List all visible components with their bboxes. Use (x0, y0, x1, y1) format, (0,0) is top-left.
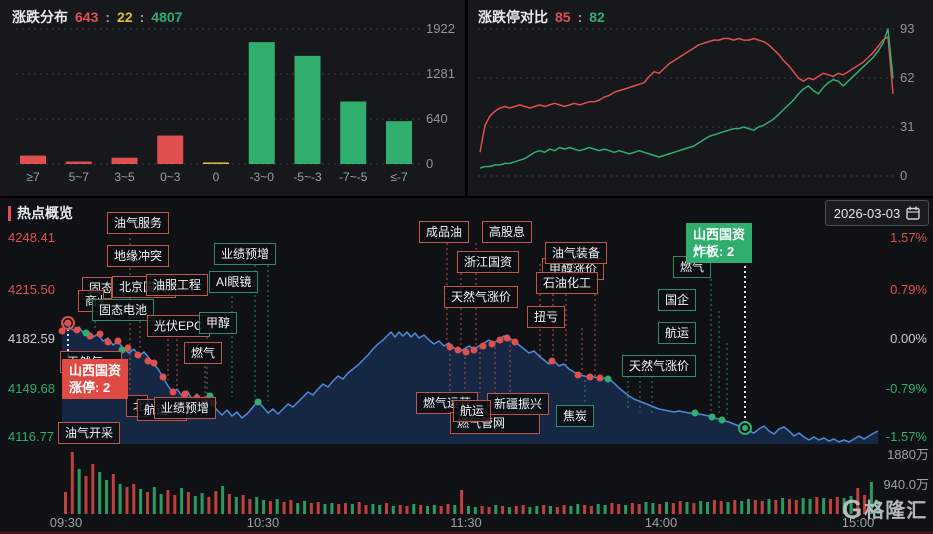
hotspot-label[interactable]: 石油化工 (536, 272, 599, 294)
distribution-header: 涨跌分布 643: 22: 4807 (12, 7, 182, 27)
hotspot-label[interactable]: 地缘冲突 (107, 245, 170, 267)
limit-header: 涨跌停对比 85: 82 (478, 7, 605, 27)
volume-axis-label: 940.0万 (883, 477, 929, 492)
sep3: : (577, 9, 583, 25)
down-count: 4807 (151, 9, 183, 25)
volume-axis-label: 1880万 (887, 447, 929, 462)
tooltip-line: 炸板: 2 (693, 244, 735, 259)
sep2: : (139, 9, 145, 25)
percent-axis-label: 0.79% (890, 282, 927, 297)
price-axis-label: 4248.41 (8, 230, 55, 245)
hotspot-label[interactable]: 高股息 (482, 221, 533, 243)
price-axis-label: 4215.50 (8, 282, 55, 297)
hotspot-label[interactable]: 浙江国资 (457, 251, 520, 273)
hotspot-title: 热点概览 (17, 205, 73, 221)
hotspot-label[interactable]: 业绩预增 (154, 397, 217, 419)
watermark: G 格隆汇 (842, 494, 927, 523)
percent-axis-label: -1.57% (885, 429, 927, 444)
hotspot-label[interactable]: 新疆振兴 (487, 393, 550, 415)
percent-axis-label: 0.00% (890, 331, 927, 346)
date-value: 2026-03-03 (833, 205, 901, 221)
hotspot-label[interactable]: 油气开采 (58, 422, 121, 444)
hotspot-label[interactable]: 国企 (658, 289, 697, 311)
hotspot-label[interactable]: 天然气涨价 (622, 355, 697, 377)
limit-up-count: 85 (555, 9, 571, 25)
percent-axis-label: -0.79% (885, 381, 927, 396)
time-axis-label: 10:30 (246, 515, 280, 530)
time-axis-label: 15:00 (841, 515, 875, 530)
accent-bar (8, 205, 11, 221)
time-axis-label: 09:30 (49, 515, 83, 530)
hotspot-label[interactable]: 油气装备 (545, 242, 608, 264)
hotspot-label[interactable]: 航运 (453, 400, 492, 422)
percent-axis-label: 1.57% (890, 230, 927, 245)
hotspot-label[interactable]: 业绩预增 (214, 243, 277, 265)
hotspot-tooltip: 山西国资涨停: 2 (62, 359, 129, 399)
hotspot-label[interactable]: 扭亏 (527, 306, 566, 328)
limit-title: 涨跌停对比 (478, 9, 548, 25)
hotspot-label[interactable]: AI眼镜 (209, 271, 259, 293)
hotspot-header: 热点概览 (8, 203, 73, 223)
hotspot-label[interactable]: 成品油 (419, 221, 470, 243)
bottom-strip (0, 531, 933, 534)
hotspot-label[interactable]: 油气服务 (107, 212, 170, 234)
sep1: : (105, 9, 111, 25)
price-axis-label: 4116.77 (8, 429, 55, 444)
hotspot-label[interactable]: 焦炭 (556, 405, 595, 427)
limit-down-count: 82 (589, 9, 605, 25)
tooltip-line: 山西国资 (693, 227, 746, 242)
time-axis-label: 14:00 (644, 515, 678, 530)
hotspot-label[interactable]: 甲醇 (199, 312, 238, 334)
price-axis-label: 4182.59 (8, 331, 55, 346)
hotspot-label[interactable]: 燃气 (184, 342, 223, 364)
tooltip-line: 山西国资 (69, 363, 122, 378)
hotspot-label[interactable]: 油服工程 (146, 274, 209, 296)
watermark-text: 格隆汇 (864, 500, 928, 522)
hotspot-label[interactable]: 天然气涨价 (444, 286, 519, 308)
tooltip-line: 涨停: 2 (69, 380, 111, 395)
hotspot-label[interactable]: 航运 (658, 322, 697, 344)
time-axis-label: 11:30 (450, 515, 482, 530)
watermark-logo: G (842, 493, 863, 524)
date-picker[interactable]: 2026-03-03 (825, 200, 929, 226)
distribution-title: 涨跌分布 (12, 9, 68, 25)
hotspot-tooltip: 山西国资炸板: 2 (686, 223, 753, 263)
calendar-icon (906, 206, 920, 220)
price-axis-label: 4149.68 (8, 381, 55, 396)
flat-count: 22 (117, 9, 133, 25)
hotspot-label[interactable]: 光伏EPC (147, 315, 210, 337)
up-count: 643 (75, 9, 99, 25)
hotspot-label[interactable]: 固态电池 (92, 299, 155, 321)
